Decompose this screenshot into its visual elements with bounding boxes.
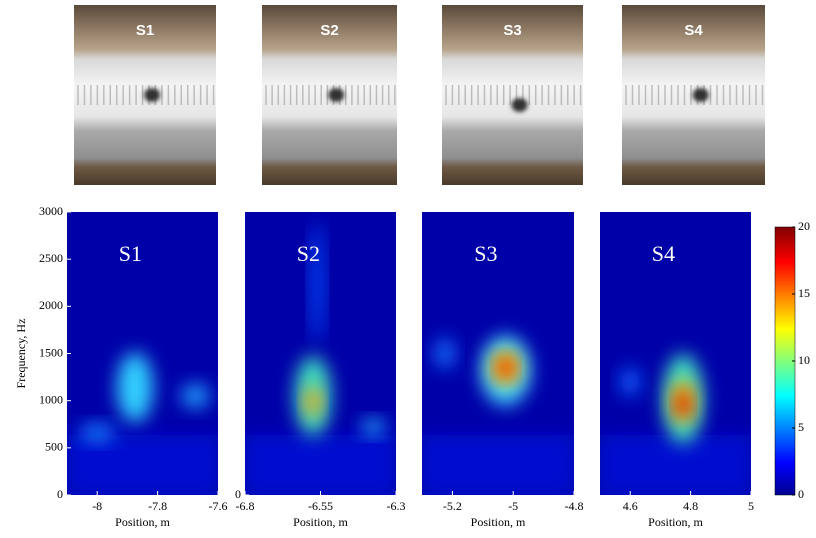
colorbar-tick-label: 15 bbox=[798, 286, 810, 300]
heatmap-blob bbox=[79, 423, 116, 442]
x-axis-label: Position, m bbox=[648, 515, 703, 529]
photo: S1 bbox=[74, 5, 216, 185]
colorbar-tick-label: 10 bbox=[798, 353, 810, 367]
heatmap-blob bbox=[116, 352, 153, 423]
heatmap-blob bbox=[361, 419, 386, 436]
heatmap-blob bbox=[434, 338, 455, 369]
y-tick-label: 0 bbox=[235, 487, 241, 501]
y-tick-label: 1000 bbox=[39, 392, 63, 406]
panel-label: S4 bbox=[652, 241, 675, 266]
heatmap-blob bbox=[311, 222, 324, 343]
heatmap bbox=[422, 212, 574, 495]
x-tick-label: 4.6 bbox=[623, 499, 638, 513]
y-tick-label: 1500 bbox=[39, 345, 63, 359]
photo-defect bbox=[511, 98, 528, 112]
heatmap-floor bbox=[422, 435, 574, 495]
x-tick-label: -6.3 bbox=[387, 499, 406, 513]
heatmap-blob bbox=[620, 367, 641, 396]
x-tick-label: -8 bbox=[92, 499, 102, 513]
photo: S3 bbox=[442, 5, 583, 185]
heatmap bbox=[245, 212, 396, 495]
x-tick-label: -6.55 bbox=[308, 499, 333, 513]
heatmap-floor bbox=[245, 435, 396, 495]
photo-label: S1 bbox=[136, 22, 154, 39]
y-tick-label: 0 bbox=[57, 487, 63, 501]
x-tick-label: -4.8 bbox=[565, 499, 584, 513]
heatmap bbox=[67, 212, 218, 495]
x-tick-label: -5.2 bbox=[443, 499, 462, 513]
x-axis-label: Position, m bbox=[471, 515, 526, 529]
photo: S4 bbox=[622, 5, 765, 185]
photo-defect bbox=[692, 88, 709, 102]
x-tick-label: -7.6 bbox=[209, 499, 228, 513]
x-tick-label: 5 bbox=[748, 499, 754, 513]
y-tick-label: 500 bbox=[45, 440, 63, 454]
heatmap-blob bbox=[676, 392, 691, 417]
heatmap-floor bbox=[600, 435, 751, 495]
photo: S2 bbox=[262, 5, 397, 185]
photo-label: S2 bbox=[320, 22, 338, 39]
photo-label: S4 bbox=[684, 22, 703, 39]
panel-label: S3 bbox=[474, 241, 497, 266]
heatmap-blob bbox=[497, 357, 514, 378]
y-axis-label: Frequency, Hz bbox=[14, 319, 28, 389]
colorbar-tick-label: 5 bbox=[798, 420, 804, 434]
y-tick-label: 2000 bbox=[39, 298, 63, 312]
photo-label: S3 bbox=[503, 22, 521, 39]
colorbar-tick-label: 0 bbox=[798, 487, 804, 501]
y-tick-label: 3000 bbox=[39, 204, 63, 218]
x-tick-label: 4.8 bbox=[683, 499, 698, 513]
photo-defect bbox=[328, 88, 345, 102]
x-tick-label: -7.8 bbox=[148, 499, 167, 513]
heatmap-blob bbox=[304, 386, 321, 417]
panel-label: S2 bbox=[297, 241, 320, 266]
x-axis-label: Position, m bbox=[115, 515, 170, 529]
y-tick-label: 2500 bbox=[39, 251, 63, 265]
heatmap bbox=[600, 212, 751, 495]
photo-defect bbox=[144, 88, 161, 102]
heatmap-floor bbox=[67, 435, 218, 495]
panel-label: S1 bbox=[119, 241, 142, 266]
x-tick-label: -6.8 bbox=[236, 499, 255, 513]
colorbar-tick-label: 20 bbox=[798, 219, 810, 233]
x-axis-label: Position, m bbox=[293, 515, 348, 529]
heatmap-blob bbox=[181, 383, 210, 408]
x-tick-label: -5 bbox=[508, 499, 518, 513]
